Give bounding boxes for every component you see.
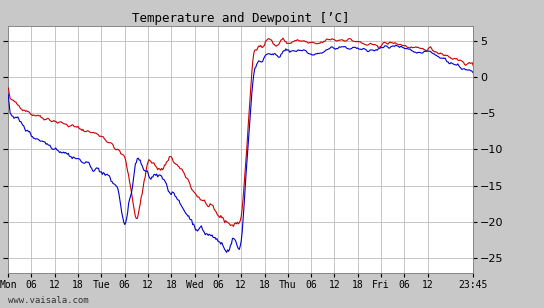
Text: www.vaisala.com: www.vaisala.com <box>8 296 89 305</box>
Title: Temperature and Dewpoint [’C]: Temperature and Dewpoint [’C] <box>132 12 349 25</box>
